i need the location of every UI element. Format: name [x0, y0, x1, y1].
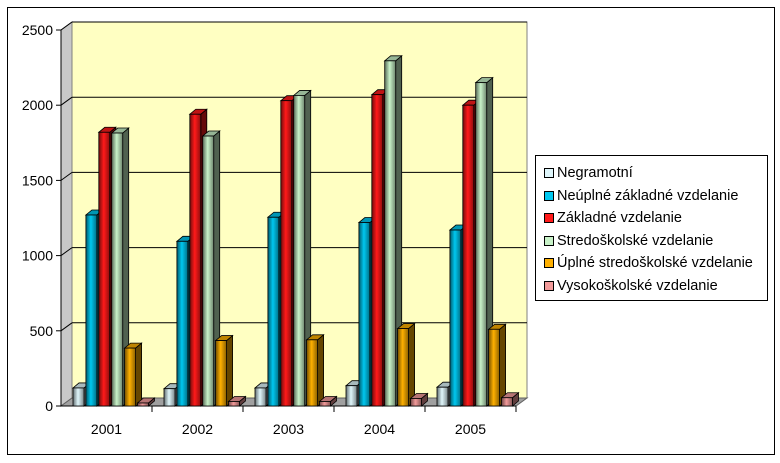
x-tick-label: 2001: [91, 421, 122, 437]
legend-swatch: [544, 258, 554, 269]
legend-swatch: [544, 280, 554, 291]
legend-swatch: [544, 213, 554, 224]
gridline-side: [60, 21, 73, 31]
legend-label: Negramotní: [557, 165, 633, 182]
bar: [409, 392, 429, 407]
legend-label: Úplné stredoškolské vzdelanie: [557, 255, 753, 272]
legend-swatch: [544, 168, 554, 179]
legend-swatch: [544, 190, 554, 201]
gridline-side: [60, 322, 73, 332]
legend-items: Negramotní Neúplné základné vzdelanie Zákl…: [544, 162, 767, 297]
legend-item: Negramotní: [544, 162, 767, 185]
legend-swatch: [544, 235, 554, 246]
y-tick-label: 1500: [22, 172, 53, 188]
bar: [396, 322, 416, 407]
legend-label: Základné vzdelanie: [557, 210, 682, 227]
legend-item: Stredoškolské vzdelanie: [544, 230, 767, 253]
x-tick-label: 2002: [182, 421, 213, 437]
legend-label: Vysokoškolské vzdelanie: [557, 277, 718, 294]
y-tick-label: 0: [45, 398, 53, 414]
y-tick-label: 2000: [22, 97, 53, 113]
bar: [123, 342, 143, 407]
bar: [214, 334, 234, 407]
x-tick-label: 2003: [273, 421, 304, 437]
legend-label: Neúplné základné vzdelanie: [557, 187, 739, 204]
bar: [136, 397, 156, 407]
x-tick-label: 2005: [455, 421, 486, 437]
x-tick-label: 2004: [364, 421, 395, 437]
gridline-side: [60, 96, 73, 106]
legend-item: Neúplné základné vzdelanie: [544, 185, 767, 208]
legend-item: Úplné stredoškolské vzdelanie: [544, 252, 767, 275]
y-tick-label: 2500: [22, 22, 53, 38]
y-tick-label: 1000: [22, 248, 53, 264]
y-tick-label: 500: [30, 323, 54, 339]
gridline-side: [60, 171, 73, 181]
legend-label: Stredoškolské vzdelanie: [557, 232, 714, 249]
legend-item: Vysokoškolské vzdelanie: [544, 275, 767, 298]
legend: Negramotní Neúplné základné vzdelanie Zákl…: [535, 155, 768, 301]
plot-area: 0 500 1000 1500 2000 2500 2001 2002 2003 2004 2005: [22, 21, 529, 437]
legend-item: Základné vzdelanie: [544, 207, 767, 230]
bar: [227, 395, 247, 407]
bar: [305, 333, 325, 407]
bar: [318, 395, 338, 407]
bar: [487, 323, 507, 407]
gridline-side: [60, 247, 73, 257]
bar: [500, 391, 520, 407]
plot-side-wall: [60, 21, 73, 407]
